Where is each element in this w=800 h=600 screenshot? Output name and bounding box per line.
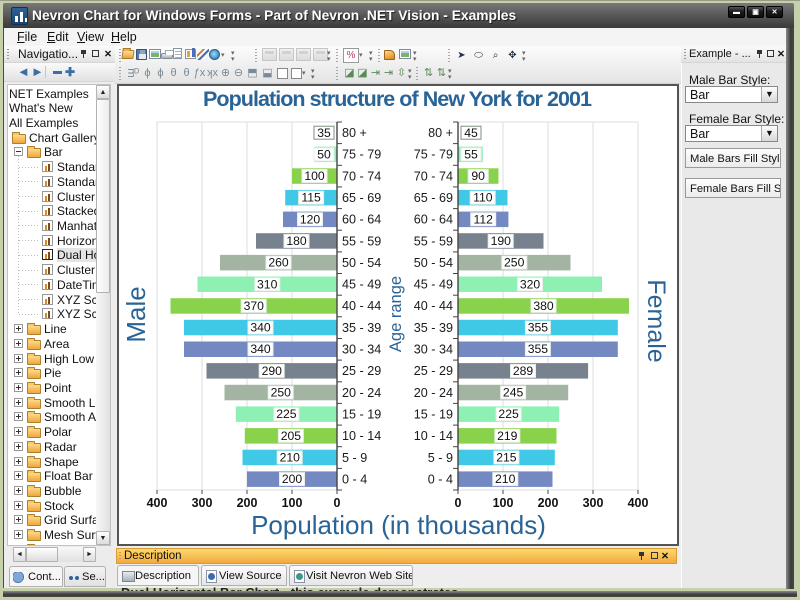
svg-text:245: 245: [503, 386, 524, 400]
svg-text:20 - 24: 20 - 24: [342, 386, 381, 400]
svg-text:110: 110: [473, 191, 493, 205]
svg-text:75 - 79: 75 - 79: [342, 148, 381, 162]
svg-text:100: 100: [493, 496, 514, 510]
svg-text:70 - 74: 70 - 74: [414, 169, 453, 183]
svg-text:340: 340: [250, 321, 271, 335]
svg-text:40 - 44: 40 - 44: [414, 299, 453, 313]
svg-text:10 - 14: 10 - 14: [342, 429, 381, 443]
svg-text:55: 55: [464, 147, 478, 161]
svg-text:250: 250: [271, 386, 292, 400]
svg-text:60 - 64: 60 - 64: [414, 213, 453, 227]
svg-text:210: 210: [495, 472, 516, 486]
svg-text:25 - 29: 25 - 29: [342, 364, 381, 378]
svg-text:400: 400: [147, 496, 168, 510]
svg-text:215: 215: [496, 451, 517, 465]
svg-text:Age range: Age range: [387, 276, 405, 352]
svg-text:5 - 9: 5 - 9: [342, 451, 367, 465]
svg-text:250: 250: [504, 256, 525, 270]
svg-text:340: 340: [250, 342, 271, 356]
svg-text:225: 225: [498, 407, 519, 421]
svg-text:Population (in thousands): Population (in thousands): [251, 510, 546, 540]
svg-text:205: 205: [281, 429, 302, 443]
svg-text:30 - 34: 30 - 34: [414, 343, 453, 357]
svg-text:380: 380: [533, 299, 554, 313]
svg-text:45 - 49: 45 - 49: [342, 278, 381, 292]
svg-text:100: 100: [304, 169, 325, 183]
svg-text:40 - 44: 40 - 44: [342, 299, 381, 313]
svg-text:355: 355: [528, 342, 549, 356]
svg-text:200: 200: [282, 472, 303, 486]
svg-text:55 - 59: 55 - 59: [414, 234, 453, 248]
svg-text:5 - 9: 5 - 9: [428, 451, 453, 465]
svg-text:200: 200: [538, 496, 559, 510]
svg-text:80 +: 80 +: [342, 126, 367, 140]
svg-text:15 - 19: 15 - 19: [414, 408, 453, 422]
svg-text:0 - 4: 0 - 4: [428, 472, 453, 486]
svg-text:370: 370: [244, 299, 265, 313]
svg-text:65 - 69: 65 - 69: [342, 191, 381, 205]
svg-text:310: 310: [257, 277, 278, 291]
svg-text:100: 100: [282, 496, 303, 510]
svg-text:45 - 49: 45 - 49: [414, 278, 453, 292]
svg-text:260: 260: [268, 256, 289, 270]
svg-text:50 - 54: 50 - 54: [414, 256, 453, 270]
svg-text:70 - 74: 70 - 74: [342, 169, 381, 183]
svg-text:35: 35: [317, 126, 331, 140]
svg-text:190: 190: [491, 234, 512, 248]
svg-text:0: 0: [455, 496, 462, 510]
svg-text:180: 180: [286, 234, 307, 248]
svg-text:60 - 64: 60 - 64: [342, 213, 381, 227]
svg-text:Population structure of New Yo: Population structure of New York for 200…: [203, 87, 592, 111]
svg-text:300: 300: [192, 496, 213, 510]
svg-text:15 - 19: 15 - 19: [342, 408, 381, 422]
svg-text:80 +: 80 +: [428, 126, 453, 140]
svg-text:115: 115: [301, 191, 321, 205]
svg-text:25 - 29: 25 - 29: [414, 364, 453, 378]
svg-text:0 - 4: 0 - 4: [342, 472, 367, 486]
svg-text:210: 210: [280, 451, 301, 465]
svg-text:50 - 54: 50 - 54: [342, 256, 381, 270]
svg-text:35 - 39: 35 - 39: [414, 321, 453, 335]
svg-text:Male: Male: [121, 286, 151, 342]
svg-text:20 - 24: 20 - 24: [414, 386, 453, 400]
svg-text:355: 355: [528, 321, 549, 335]
svg-text:200: 200: [237, 496, 258, 510]
svg-text:290: 290: [262, 364, 283, 378]
svg-text:10 - 14: 10 - 14: [414, 429, 453, 443]
svg-text:75 - 79: 75 - 79: [414, 148, 453, 162]
svg-text:90: 90: [471, 169, 485, 183]
svg-text:55 - 59: 55 - 59: [342, 234, 381, 248]
svg-text:289: 289: [513, 364, 534, 378]
svg-text:320: 320: [520, 277, 541, 291]
svg-text:50: 50: [317, 147, 331, 161]
svg-text:400: 400: [628, 496, 649, 510]
svg-text:35 - 39: 35 - 39: [342, 321, 381, 335]
svg-text:45: 45: [464, 126, 478, 140]
svg-text:225: 225: [276, 407, 297, 421]
svg-text:0: 0: [334, 496, 341, 510]
svg-text:65 - 69: 65 - 69: [414, 191, 453, 205]
svg-text:219: 219: [497, 429, 518, 443]
svg-text:112: 112: [473, 212, 493, 226]
svg-text:120: 120: [300, 212, 321, 226]
svg-text:300: 300: [583, 496, 604, 510]
svg-text:30 - 34: 30 - 34: [342, 343, 381, 357]
svg-text:Female: Female: [642, 279, 670, 362]
